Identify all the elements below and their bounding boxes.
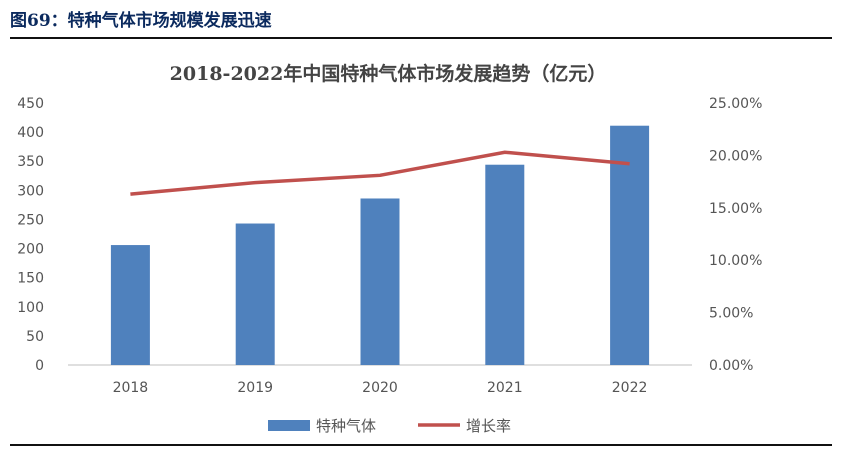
legend: 特种气体 增长率 [268, 417, 511, 435]
chart-title: 2018-2022年中国特种气体市场发展趋势（亿元） [170, 62, 607, 85]
right-tick-label: 15.00% [709, 201, 762, 217]
right-tick-label: 0.00% [709, 358, 753, 374]
bar [235, 223, 275, 365]
bar [485, 164, 525, 365]
left-tick-label: 100 [17, 300, 44, 316]
bar [360, 198, 400, 365]
legend-label-line: 增长率 [466, 417, 511, 435]
left-tick-label: 300 [17, 183, 44, 199]
growth-rate-line [130, 150, 630, 196]
left-tick-label: 400 [17, 125, 44, 141]
x-tick-label: 2019 [237, 380, 273, 396]
bar-series [110, 125, 650, 365]
left-tick-label: 50 [26, 329, 44, 345]
x-tick-label: 2022 [612, 380, 648, 396]
legend-swatch-bar [268, 420, 310, 431]
x-axis-labels: 2018 2019 2020 2021 2022 [113, 380, 648, 396]
left-tick-label: 350 [17, 154, 44, 170]
right-tick-label: 25.00% [709, 96, 762, 112]
right-tick-label: 10.00% [709, 253, 762, 269]
left-tick-label: 200 [17, 242, 44, 258]
top-rule [10, 37, 832, 39]
bar [110, 245, 150, 365]
left-tick-label: 450 [17, 96, 44, 112]
x-tick-label: 2020 [362, 380, 398, 396]
right-tick-label: 20.00% [709, 148, 762, 164]
left-tick-label: 0 [35, 358, 44, 374]
right-axis-ticks: 0.00% 5.00% 10.00% 15.00% 20.00% 25.00% [709, 96, 762, 374]
bottom-rule [10, 444, 832, 446]
right-tick-label: 5.00% [709, 306, 753, 322]
left-tick-label: 250 [17, 212, 44, 228]
bar [610, 125, 650, 365]
left-tick-label: 150 [17, 271, 44, 287]
x-tick-label: 2018 [113, 380, 149, 396]
figure-caption: 图69：特种气体市场规模发展迅速 [10, 11, 272, 31]
legend-label-bar: 特种气体 [316, 417, 376, 435]
x-tick-label: 2021 [487, 380, 523, 396]
left-axis-ticks: 0 50 100 150 200 250 300 350 400 450 [17, 96, 44, 374]
